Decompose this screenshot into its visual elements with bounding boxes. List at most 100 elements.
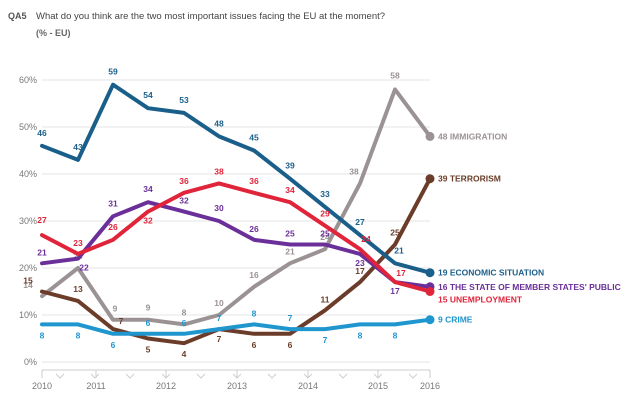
x-tick-label: 2012 bbox=[156, 381, 176, 391]
data-label: 21 bbox=[394, 245, 404, 255]
data-label: 58 bbox=[390, 70, 400, 80]
x-separator-chevron bbox=[161, 373, 171, 379]
unit-label: (% - EU) bbox=[36, 28, 71, 38]
data-label: 54 bbox=[143, 90, 153, 100]
x-separator-chevron bbox=[338, 373, 348, 379]
data-label: 25 bbox=[285, 229, 295, 239]
data-label: 6 bbox=[252, 340, 257, 350]
series-line bbox=[40, 176, 432, 346]
data-label: 32 bbox=[143, 216, 153, 226]
data-label: 17 bbox=[396, 268, 406, 278]
data-label: 9 bbox=[113, 304, 118, 314]
series-end-label: 48 IMMIGRATION bbox=[438, 131, 507, 141]
x-separator-chevron bbox=[125, 373, 135, 379]
data-label: 27 bbox=[37, 215, 47, 225]
series-end-label: 39 TERRORISM bbox=[438, 174, 501, 184]
data-label: 7 bbox=[217, 313, 222, 323]
y-tick-label: 60% bbox=[19, 75, 37, 85]
data-label: 24 bbox=[361, 234, 371, 244]
series-end-label: 15 UNEMPLOYMENT bbox=[438, 295, 523, 305]
series-line bbox=[40, 317, 432, 336]
question-id: QA5 bbox=[8, 11, 27, 21]
series-line bbox=[40, 181, 432, 294]
data-label: 30 bbox=[214, 203, 224, 213]
y-tick-label: 0% bbox=[24, 357, 37, 367]
data-label: 32 bbox=[179, 196, 189, 206]
data-label: 22 bbox=[79, 263, 89, 273]
data-label: 6 bbox=[288, 340, 293, 350]
data-label: 43 bbox=[73, 142, 83, 152]
series-end-label: 9 CRIME bbox=[438, 315, 473, 325]
data-label: 31 bbox=[108, 198, 118, 208]
data-label: 25 bbox=[320, 229, 330, 239]
x-separator-chevron bbox=[373, 373, 383, 379]
x-tick-label: 2016 bbox=[420, 381, 440, 391]
x-tick-label: 2013 bbox=[227, 381, 247, 391]
data-label: 7 bbox=[323, 335, 328, 345]
data-label: 48 bbox=[214, 118, 224, 128]
data-label: 8 bbox=[40, 330, 45, 340]
series-end-label: 19 ECONOMIC SITUATION bbox=[438, 268, 544, 278]
data-label: 29 bbox=[320, 209, 330, 219]
data-label: 36 bbox=[249, 176, 259, 186]
data-label: 6 bbox=[182, 318, 187, 328]
y-tick-label: 50% bbox=[19, 122, 37, 132]
series-end-label: 16 THE STATE OF MEMBER STATES' PUBLIC bbox=[438, 282, 621, 292]
series-line bbox=[40, 87, 432, 327]
data-label: 10 bbox=[214, 298, 224, 308]
data-label: 14 bbox=[23, 280, 33, 290]
data-label: 21 bbox=[285, 246, 295, 256]
data-label: 33 bbox=[320, 189, 330, 199]
end-point-marker bbox=[425, 315, 435, 325]
data-label: 11 bbox=[321, 294, 330, 304]
data-label: 23 bbox=[73, 238, 83, 248]
data-label: 46 bbox=[37, 128, 47, 138]
series-line bbox=[40, 200, 432, 289]
y-tick-label: 10% bbox=[19, 310, 37, 320]
data-label: 8 bbox=[393, 330, 398, 340]
data-label: 6 bbox=[146, 318, 151, 328]
x-tick-label: 2011 bbox=[86, 381, 105, 391]
y-tick-label: 40% bbox=[19, 169, 37, 179]
x-tick-label: 2015 bbox=[368, 381, 388, 391]
x-tick-label: 2010 bbox=[32, 381, 52, 391]
end-point-marker bbox=[425, 287, 435, 296]
data-label: 24 bbox=[320, 232, 330, 242]
data-label: 13 bbox=[73, 284, 83, 294]
data-label: 25 bbox=[390, 228, 400, 238]
data-label: 17 bbox=[355, 266, 365, 276]
data-label: 34 bbox=[285, 185, 295, 195]
data-label: 15 bbox=[23, 276, 33, 286]
end-point-marker bbox=[425, 174, 435, 184]
x-separator-chevron bbox=[267, 373, 277, 379]
x-separator-chevron bbox=[408, 373, 418, 379]
y-tick-label: 30% bbox=[19, 216, 37, 226]
data-label: 17 bbox=[390, 286, 400, 296]
series-line bbox=[40, 82, 432, 275]
x-separator-chevron bbox=[232, 373, 242, 379]
data-label: 27 bbox=[355, 217, 365, 227]
data-label: 5 bbox=[146, 345, 151, 355]
x-tick-label: 2014 bbox=[298, 381, 318, 391]
data-label: 7 bbox=[288, 313, 293, 323]
data-label: 7 bbox=[119, 316, 124, 326]
data-label: 8 bbox=[358, 330, 363, 340]
data-label: 8 bbox=[76, 330, 81, 340]
data-label: 34 bbox=[143, 184, 153, 194]
data-label: 6 bbox=[111, 340, 116, 350]
data-label: 45 bbox=[249, 133, 259, 143]
data-label: 16 bbox=[249, 270, 259, 280]
data-label: 53 bbox=[179, 95, 189, 105]
x-separator-chevron bbox=[196, 373, 206, 379]
data-label: 59 bbox=[108, 67, 118, 77]
end-point-marker bbox=[425, 268, 435, 278]
data-label: 7 bbox=[217, 334, 222, 344]
data-label: 8 bbox=[252, 308, 257, 318]
data-label: 4 bbox=[182, 349, 187, 359]
chart-header: QA5 What do you think are the two most im… bbox=[8, 6, 385, 38]
data-label: 9 bbox=[146, 303, 151, 313]
data-label: 38 bbox=[349, 166, 359, 176]
data-label: 26 bbox=[108, 222, 118, 232]
question-text: What do you think are the two most impor… bbox=[36, 11, 386, 22]
